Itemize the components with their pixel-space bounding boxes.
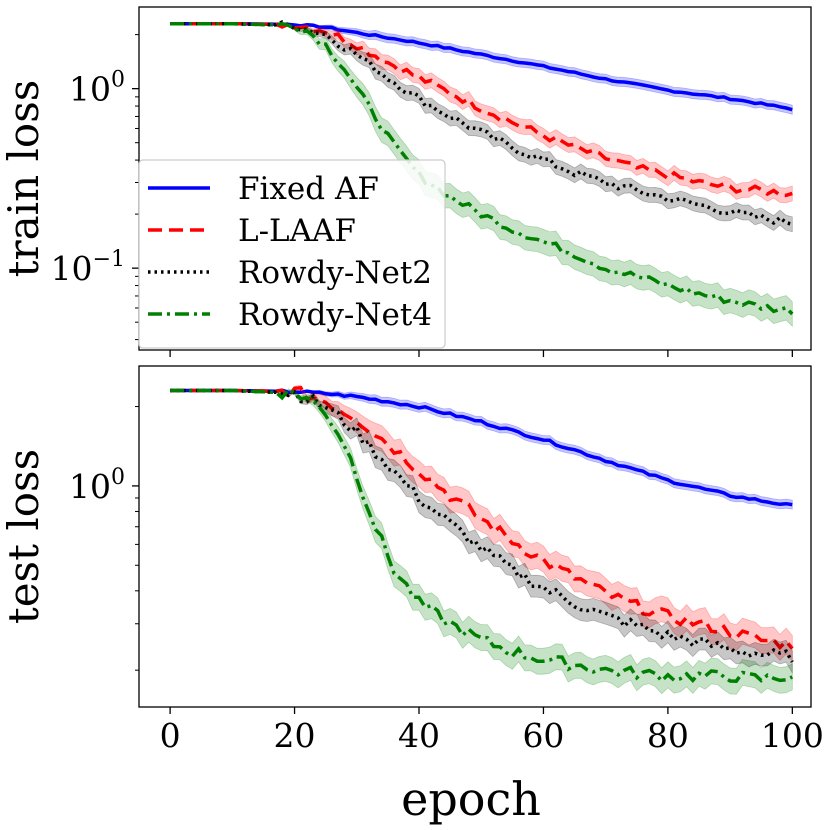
legend: Fixed AF L-LAAF Rowdy-Net2 Rowdy-Net4	[138, 159, 446, 349]
plot-area	[170, 20, 794, 328]
series-line-rowdy-net2	[170, 20, 793, 226]
y-tick-label: 100	[69, 465, 125, 506]
legend-label-l-laaf: L-LAAF	[238, 213, 356, 249]
series-line-rowdy-net4	[170, 387, 794, 684]
series-line-fixed-af	[170, 21, 793, 112]
band-fixed-af	[170, 389, 793, 510]
band-rowdy-net2	[170, 21, 793, 233]
band-l-laaf	[170, 384, 793, 663]
x-tick-label: 60	[522, 716, 564, 755]
legend-box	[138, 159, 446, 349]
y-axis-label: train loss	[0, 80, 48, 278]
plot-area	[170, 384, 794, 695]
x-tick-label: 0	[160, 716, 181, 755]
x-axis-label: epoch	[401, 772, 541, 826]
test-loss-plot: 0 20 40 60 80 100 100 test loss epoch	[0, 365, 824, 826]
y-axis-label: test loss	[0, 449, 48, 624]
y-tick-label: 10−1	[51, 247, 125, 288]
band-fixed-af	[170, 23, 793, 115]
x-tick-label: 100	[761, 716, 824, 755]
legend-label-fixed-af: Fixed AF	[238, 171, 379, 207]
axes-frame	[138, 365, 812, 708]
x-tick-label: 40	[398, 716, 440, 755]
y-tick-label: 100	[69, 68, 125, 109]
legend-label-rowdy-net2: Rowdy-Net2	[238, 255, 432, 291]
series-line-fixed-af	[170, 388, 793, 507]
x-tick-label: 20	[274, 716, 316, 755]
legend-label-rowdy-net4: Rowdy-Net4	[238, 297, 432, 333]
x-tick-label: 80	[647, 716, 689, 755]
series-line-rowdy-net4	[170, 21, 794, 316]
